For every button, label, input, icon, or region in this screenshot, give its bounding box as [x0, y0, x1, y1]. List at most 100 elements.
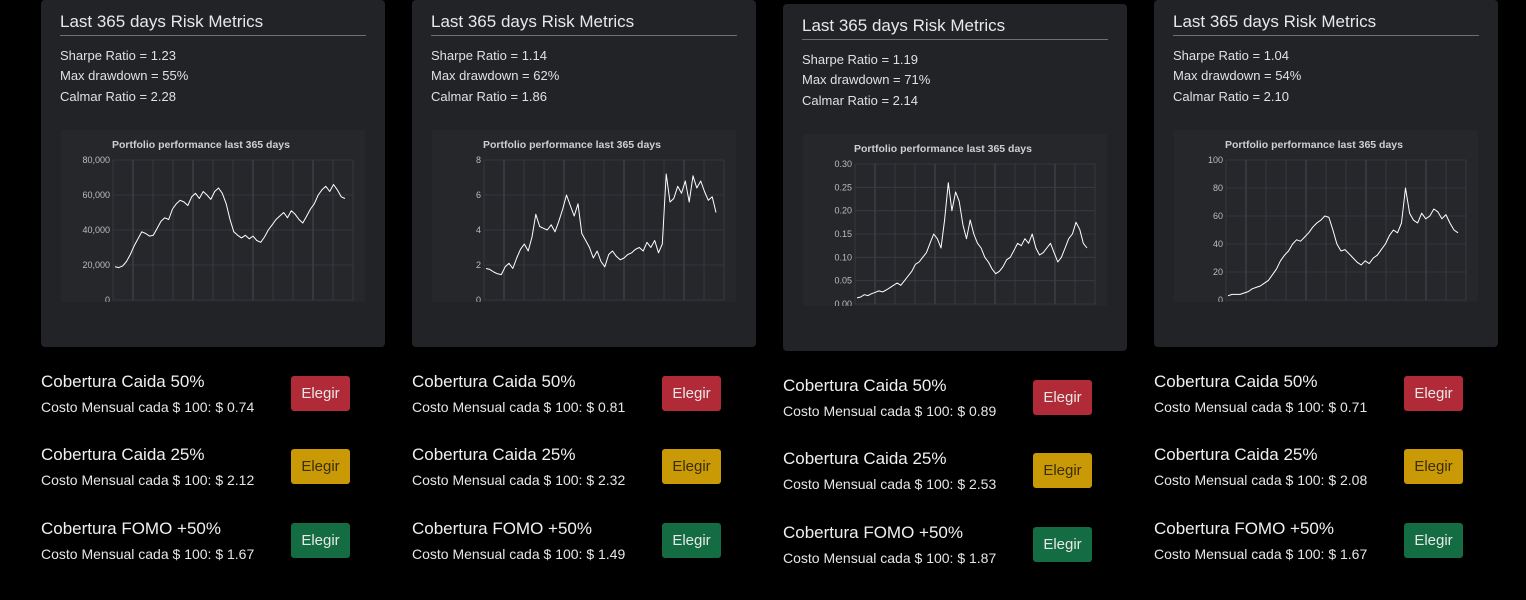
- elegir-caida-25-button[interactable]: Elegir: [662, 449, 721, 484]
- y-tick-label: 6: [476, 190, 481, 200]
- offer-title: Cobertura Caida 50%: [1154, 372, 1318, 391]
- y-tick-label: 0.20: [834, 206, 852, 216]
- y-tick-label: 0.15: [834, 229, 852, 239]
- card-title: Last 365 days Risk Metrics: [60, 12, 366, 36]
- offer-title: Cobertura Caida 25%: [783, 449, 947, 468]
- calmar-ratio: Calmar Ratio = 2.10: [1173, 89, 1289, 104]
- offer-monthly-cost: Costo Mensual cada $ 100: $ 2.53: [783, 476, 997, 492]
- performance-chart-svg: Portfolio performance last 365 days 0 2 4 6 8: [432, 130, 736, 302]
- offer-monthly-cost: Costo Mensual cada $ 100: $ 2.08: [1154, 472, 1368, 488]
- elegir-caida-25-button[interactable]: Elegir: [291, 449, 350, 484]
- card-title: Last 365 days Risk Metrics: [1173, 12, 1479, 36]
- portfolio-series-line: [114, 184, 346, 269]
- offer-monthly-cost: Costo Mensual cada $ 100: $ 2.32: [412, 472, 626, 488]
- y-tick-label: 20,000: [82, 260, 110, 270]
- y-tick-label: 2: [476, 260, 481, 270]
- max-drawdown: Max drawdown = 62%: [431, 68, 560, 83]
- y-tick-label: 0.00: [834, 299, 852, 306]
- offer-title: Cobertura Caida 25%: [1154, 445, 1318, 464]
- offer-cobertura-fomo-50: Cobertura FOMO +50% Costo Mensual cada $ …: [412, 519, 756, 567]
- portfolio-series-line: [485, 173, 717, 276]
- performance-chart: Portfolio performance last 365 days 0.00 0…: [803, 134, 1107, 306]
- y-tick-label: 0.05: [834, 276, 852, 286]
- offer-cobertura-caida-50: Cobertura Caida 50% Costo Mensual cada $ …: [412, 372, 756, 420]
- offer-title: Cobertura Caida 50%: [41, 372, 205, 391]
- chart-title: Portfolio performance last 365 days: [483, 139, 661, 151]
- sharpe-ratio: Sharpe Ratio = 1.04: [1173, 48, 1289, 63]
- offer-title: Cobertura FOMO +50%: [783, 523, 963, 542]
- y-tick-label: 100: [1208, 155, 1223, 165]
- card-title: Last 365 days Risk Metrics: [431, 12, 737, 36]
- offer-cobertura-fomo-50: Cobertura FOMO +50% Costo Mensual cada $ …: [1154, 519, 1498, 567]
- offer-title: Cobertura Caida 25%: [412, 445, 576, 464]
- y-tick-label: 0.30: [834, 159, 852, 169]
- y-tick-label: 80: [1213, 183, 1223, 193]
- offer-cobertura-fomo-50: Cobertura FOMO +50% Costo Mensual cada $ …: [41, 519, 385, 567]
- offer-cobertura-fomo-50: Cobertura FOMO +50% Costo Mensual cada $ …: [783, 523, 1127, 571]
- risk-metrics-card: Last 365 days Risk Metrics Sharpe Ratio …: [41, 0, 385, 347]
- offer-cobertura-caida-50: Cobertura Caida 50% Costo Mensual cada $ …: [1154, 372, 1498, 420]
- elegir-caida-50-button[interactable]: Elegir: [1404, 376, 1463, 411]
- offer-cobertura-caida-25: Cobertura Caida 25% Costo Mensual cada $ …: [412, 445, 756, 493]
- chart-title: Portfolio performance last 365 days: [854, 143, 1032, 155]
- y-tick-label: 20: [1213, 267, 1223, 277]
- offer-title: Cobertura FOMO +50%: [1154, 519, 1334, 538]
- y-tick-label: 0: [476, 295, 481, 302]
- performance-chart: Portfolio performance last 365 days 0 2 4 6 8: [432, 130, 736, 302]
- y-tick-label: 4: [476, 225, 481, 235]
- offer-cobertura-caida-25: Cobertura Caida 25% Costo Mensual cada $ …: [41, 445, 385, 493]
- performance-chart: Portfolio performance last 365 days 0 20 40…: [1174, 130, 1478, 302]
- elegir-caida-25-button[interactable]: Elegir: [1404, 449, 1463, 484]
- offer-monthly-cost: Costo Mensual cada $ 100: $ 0.89: [783, 403, 997, 419]
- performance-chart-svg: Portfolio performance last 365 days 0 20 40…: [1174, 130, 1478, 302]
- elegir-caida-50-button[interactable]: Elegir: [1033, 380, 1092, 415]
- calmar-ratio: Calmar Ratio = 2.28: [60, 89, 176, 104]
- risk-metrics-card: Last 365 days Risk Metrics Sharpe Ratio …: [783, 4, 1127, 351]
- calmar-ratio: Calmar Ratio = 1.86: [431, 89, 547, 104]
- offer-monthly-cost: Costo Mensual cada $ 100: $ 0.74: [41, 399, 255, 415]
- offer-monthly-cost: Costo Mensual cada $ 100: $ 0.71: [1154, 399, 1368, 415]
- chart-title: Portfolio performance last 365 days: [112, 139, 290, 151]
- max-drawdown: Max drawdown = 71%: [802, 72, 931, 87]
- sharpe-ratio: Sharpe Ratio = 1.14: [431, 48, 547, 63]
- portfolio-series-line: [1227, 187, 1459, 297]
- performance-chart-svg: Portfolio performance last 365 days 0.00 0…: [803, 134, 1107, 306]
- elegir-caida-50-button[interactable]: Elegir: [291, 376, 350, 411]
- elegir-caida-25-button[interactable]: Elegir: [1033, 453, 1092, 488]
- calmar-ratio: Calmar Ratio = 2.14: [802, 93, 918, 108]
- y-tick-label: 0: [105, 295, 110, 302]
- offer-title: Cobertura FOMO +50%: [412, 519, 592, 538]
- offer-monthly-cost: Costo Mensual cada $ 100: $ 0.81: [412, 399, 626, 415]
- y-tick-label: 60: [1213, 211, 1223, 221]
- offer-monthly-cost: Costo Mensual cada $ 100: $ 1.87: [783, 550, 997, 566]
- offer-cobertura-caida-50: Cobertura Caida 50% Costo Mensual cada $ …: [41, 372, 385, 420]
- y-tick-label: 0: [1218, 295, 1223, 302]
- y-tick-label: 8: [476, 155, 481, 165]
- offer-cobertura-caida-50: Cobertura Caida 50% Costo Mensual cada $ …: [783, 376, 1127, 424]
- y-tick-label: 0.10: [834, 252, 852, 262]
- elegir-caida-50-button[interactable]: Elegir: [662, 376, 721, 411]
- risk-metrics-card: Last 365 days Risk Metrics Sharpe Ratio …: [412, 0, 756, 347]
- risk-metrics-card: Last 365 days Risk Metrics Sharpe Ratio …: [1154, 0, 1498, 347]
- offer-title: Cobertura FOMO +50%: [41, 519, 221, 538]
- y-tick-label: 40,000: [82, 225, 110, 235]
- y-tick-label: 60,000: [82, 190, 110, 200]
- max-drawdown: Max drawdown = 54%: [1173, 68, 1302, 83]
- offer-title: Cobertura Caida 50%: [783, 376, 947, 395]
- sharpe-ratio: Sharpe Ratio = 1.23: [60, 48, 176, 63]
- y-tick-label: 0.25: [834, 182, 852, 192]
- offer-cobertura-caida-25: Cobertura Caida 25% Costo Mensual cada $ …: [783, 449, 1127, 497]
- chart-title: Portfolio performance last 365 days: [1225, 139, 1403, 151]
- elegir-fomo-50-button[interactable]: Elegir: [662, 523, 721, 558]
- offer-title: Cobertura Caida 50%: [412, 372, 576, 391]
- y-tick-label: 80,000: [82, 155, 110, 165]
- y-tick-label: 40: [1213, 239, 1223, 249]
- elegir-fomo-50-button[interactable]: Elegir: [1033, 527, 1092, 562]
- portfolio-series-line: [856, 182, 1088, 299]
- card-title: Last 365 days Risk Metrics: [802, 16, 1108, 40]
- sharpe-ratio: Sharpe Ratio = 1.19: [802, 52, 918, 67]
- offer-monthly-cost: Costo Mensual cada $ 100: $ 1.67: [1154, 546, 1368, 562]
- elegir-fomo-50-button[interactable]: Elegir: [1404, 523, 1463, 558]
- elegir-fomo-50-button[interactable]: Elegir: [291, 523, 350, 558]
- offer-title: Cobertura Caida 25%: [41, 445, 205, 464]
